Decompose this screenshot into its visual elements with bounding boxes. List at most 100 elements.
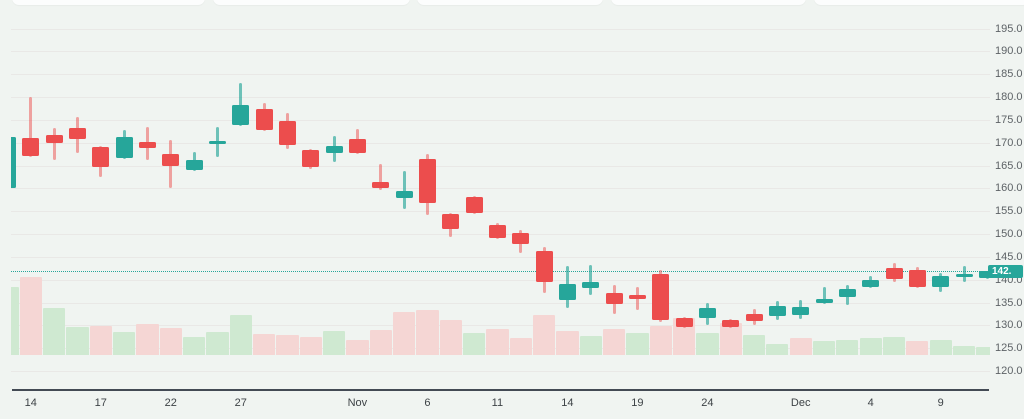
price-tick-label: 145.0 (995, 250, 1023, 263)
volume-bar[interactable] (253, 334, 276, 355)
volume-bar[interactable] (859, 338, 882, 355)
time-tick-label: Nov (347, 397, 368, 409)
candle-body[interactable] (535, 250, 553, 282)
candle-body[interactable] (372, 182, 390, 188)
volume-bar[interactable] (66, 327, 89, 355)
candle-body[interactable] (675, 318, 693, 327)
candle-body[interactable] (162, 154, 180, 166)
candle-body[interactable] (862, 280, 880, 287)
volume-bar[interactable] (11, 287, 19, 355)
candle-body[interactable] (955, 274, 973, 278)
candle-body[interactable] (395, 191, 413, 198)
volume-bar[interactable] (579, 336, 602, 355)
volume-bar[interactable] (346, 340, 369, 355)
volume-bar[interactable] (906, 341, 929, 355)
volume-bar[interactable] (812, 341, 836, 355)
candle-body[interactable] (488, 224, 506, 239)
candle-body[interactable] (465, 197, 483, 213)
volume-bar[interactable] (369, 330, 392, 355)
candle-wick (239, 82, 243, 126)
time-tick-label: 14 (24, 397, 37, 409)
volume-bar[interactable] (929, 340, 952, 355)
volume-bar[interactable] (789, 338, 812, 355)
candle-body[interactable] (745, 313, 763, 321)
volume-bar[interactable] (672, 318, 696, 355)
candle-body[interactable] (838, 288, 856, 297)
volume-bar[interactable] (229, 315, 252, 355)
candle-body[interactable] (605, 292, 623, 304)
volume-bar[interactable] (113, 332, 136, 355)
candle-body[interactable] (92, 146, 110, 167)
candle-body[interactable] (932, 276, 950, 287)
volume-bar[interactable] (323, 331, 346, 355)
time-tick-label: 4 (867, 397, 874, 409)
time-tick-label: 27 (234, 397, 247, 409)
candle-body[interactable] (69, 128, 86, 140)
volume-bar[interactable] (393, 312, 416, 355)
candle-body[interactable] (722, 319, 740, 327)
volume-bar[interactable] (136, 324, 159, 355)
candle-body[interactable] (628, 295, 646, 299)
candle-body[interactable] (255, 108, 273, 130)
candle-body[interactable] (139, 142, 156, 149)
volume-bar[interactable] (719, 323, 742, 355)
candle-body[interactable] (815, 298, 833, 303)
volume-bar[interactable] (882, 337, 906, 355)
volume-bar[interactable] (766, 344, 789, 355)
candle-body[interactable] (11, 137, 16, 189)
candle-body[interactable] (115, 137, 133, 159)
candle-body[interactable] (885, 268, 903, 280)
volume-bar[interactable] (439, 320, 462, 355)
candle-body[interactable] (768, 305, 786, 316)
candle-body[interactable] (45, 134, 63, 144)
candle-body[interactable] (558, 283, 576, 300)
volume-bar[interactable] (206, 332, 229, 355)
candle-body[interactable] (442, 213, 460, 229)
volume-bar[interactable] (159, 328, 182, 355)
candle-body[interactable] (908, 270, 926, 287)
volume-bar[interactable] (89, 326, 112, 355)
volume-bar[interactable] (602, 329, 626, 355)
candle-body[interactable] (185, 160, 203, 170)
candle-body[interactable] (325, 145, 343, 154)
price-tick-label: 130.0 (995, 319, 1023, 332)
volume-bar[interactable] (649, 326, 672, 355)
candlestick-plot-area[interactable] (11, 0, 990, 389)
volume-bar[interactable] (416, 310, 439, 355)
volume-bar[interactable] (299, 337, 322, 355)
volume-bar[interactable] (19, 277, 42, 355)
volume-bar[interactable] (532, 315, 556, 355)
candle-body[interactable] (978, 271, 990, 279)
volume-bar[interactable] (976, 347, 990, 355)
grid-line (11, 211, 990, 213)
grid-line (11, 51, 990, 53)
candle-body[interactable] (512, 233, 530, 245)
candle-body[interactable] (582, 282, 600, 288)
candle-body[interactable] (792, 307, 810, 315)
volume-bar[interactable] (462, 333, 486, 355)
candle-body[interactable] (209, 140, 226, 144)
volume-bar[interactable] (43, 308, 66, 355)
candle-body[interactable] (22, 138, 40, 156)
volume-bar[interactable] (556, 331, 579, 355)
candle-body[interactable] (698, 308, 716, 318)
volume-bar[interactable] (276, 335, 299, 355)
price-tick-label: 135.0 (995, 296, 1023, 309)
volume-bar[interactable] (626, 333, 649, 355)
candle-body[interactable] (232, 105, 250, 125)
candle-body[interactable] (302, 150, 320, 167)
volume-bar[interactable] (836, 340, 859, 355)
volume-bar[interactable] (696, 333, 719, 355)
volume-bar[interactable] (486, 329, 509, 355)
candle-body[interactable] (418, 159, 436, 203)
volume-bar[interactable] (952, 346, 976, 355)
candle-body[interactable] (652, 274, 670, 320)
candle-body[interactable] (348, 139, 366, 154)
candle-body[interactable] (279, 121, 296, 145)
time-tick-label: 19 (631, 397, 644, 409)
price-tick-label: 185.0 (995, 68, 1023, 81)
volume-bar[interactable] (183, 337, 206, 355)
volume-bar[interactable] (742, 335, 766, 355)
volume-bar[interactable] (509, 338, 532, 355)
